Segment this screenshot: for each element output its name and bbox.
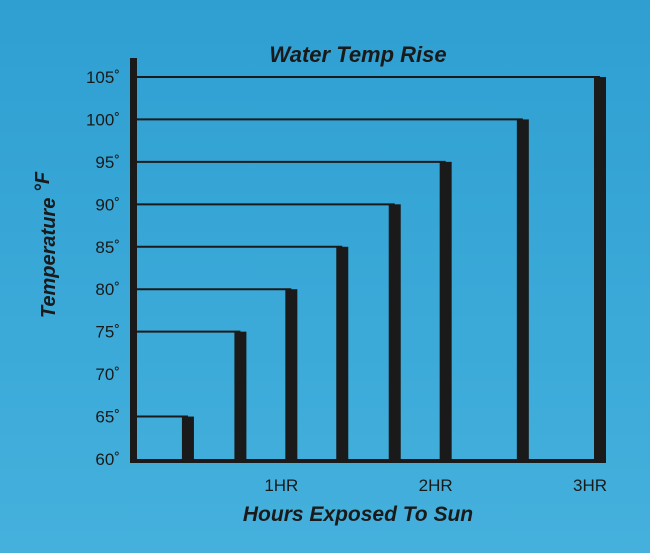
y-tick-label: 75˚ [95,323,120,342]
y-tick-label: 60˚ [95,450,120,469]
chart-marks: 60˚ 65˚ 70˚ 75˚ 80˚ 85˚ 90˚ 95˚ 100˚ 105˚ 1HR 2HR 3H… [86,58,607,495]
y-tick-label: 95˚ [95,153,120,172]
y-tick-label: 80˚ [95,280,120,299]
y-tick-label: 90˚ [95,195,120,214]
y-tick-label: 65˚ [95,408,120,427]
y-tick-label: 105˚ [86,68,120,87]
bar [336,246,349,459]
chart-title: Water Temp Rise [269,42,446,67]
y-axis-line [130,58,137,463]
bar [594,76,606,459]
y-axis-label-unit: °F [32,171,54,192]
x-axis-label: Hours Exposed To Sun [243,503,473,526]
x-tick-label: 2HR [419,476,453,495]
bar [285,289,298,459]
bar [388,204,401,459]
y-axis-label-main: Temperature [38,192,60,318]
bar [234,331,247,459]
bar [439,161,452,459]
bar [181,416,194,459]
y-tick-label: 85˚ [95,238,120,257]
y-tick-label: 70˚ [95,365,120,384]
x-axis-line [130,459,606,463]
x-tick-label: 3HR [573,476,607,495]
x-tick-label: 1HR [264,476,298,495]
bar [516,119,529,459]
y-axis-label: Temperature °F [32,171,60,318]
y-tick-label: 100˚ [86,110,120,129]
